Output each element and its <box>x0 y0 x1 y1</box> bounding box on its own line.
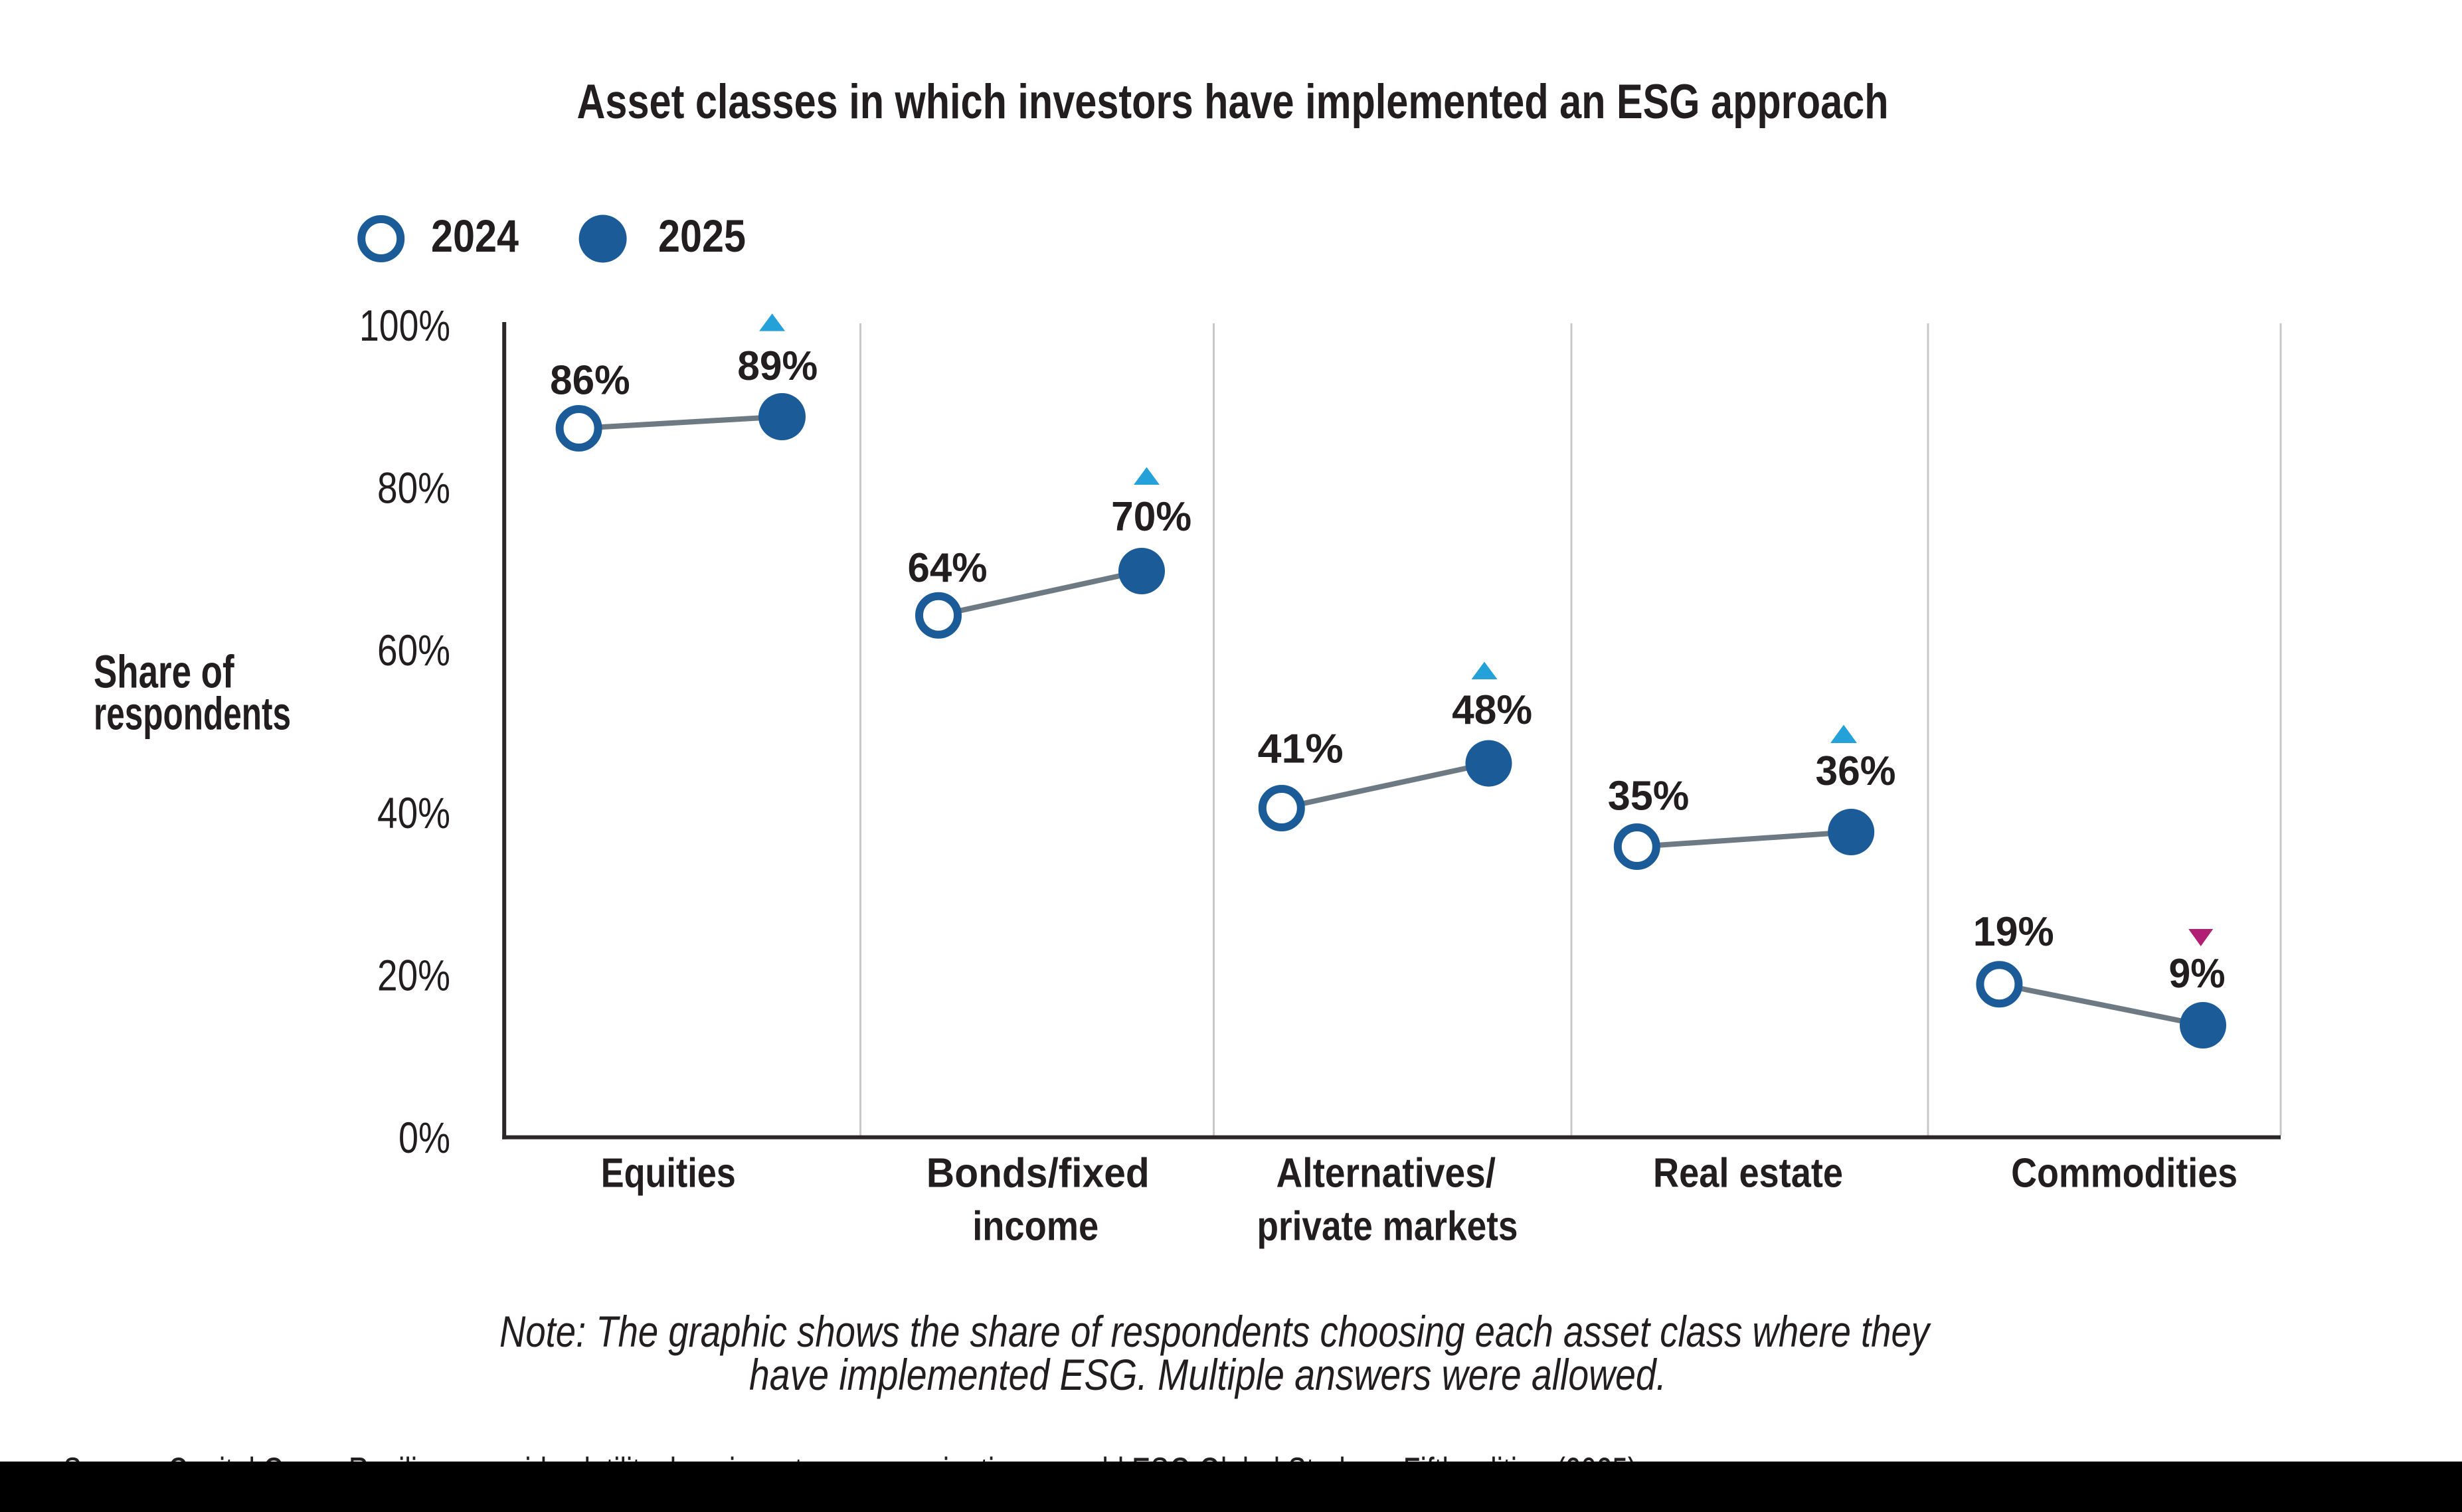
svg-text:Note: The graphic shows the sh: Note: The graphic shows the share of res… <box>499 1307 1931 1356</box>
svg-text:Share of: Share of <box>94 645 234 697</box>
svg-text:2024: 2024 <box>431 210 519 262</box>
svg-text:Real estate: Real estate <box>1653 1151 1843 1197</box>
svg-text:Bonds/fixed: Bonds/fixed <box>926 1151 1150 1197</box>
svg-text:respondents: respondents <box>94 687 291 739</box>
svg-text:Commodities: Commodities <box>2011 1151 2238 1197</box>
svg-text:20%: 20% <box>377 950 450 999</box>
svg-text:100%: 100% <box>359 301 450 350</box>
svg-text:9%: 9% <box>2169 951 2226 997</box>
svg-text:35%: 35% <box>1608 773 1690 819</box>
svg-text:2025: 2025 <box>658 210 746 262</box>
svg-text:48%: 48% <box>1452 687 1532 733</box>
svg-text:86%: 86% <box>550 357 630 403</box>
svg-text:40%: 40% <box>377 788 450 837</box>
svg-text:70%: 70% <box>1111 494 1191 540</box>
svg-text:income: income <box>972 1204 1099 1250</box>
svg-text:Asset classes in which investo: Asset classes in which investors have im… <box>577 75 1889 129</box>
svg-text:private markets: private markets <box>1257 1204 1518 1250</box>
svg-text:Equities: Equities <box>601 1151 736 1197</box>
svg-text:64%: 64% <box>908 545 988 591</box>
svg-text:19%: 19% <box>1973 909 2054 955</box>
svg-text:41%: 41% <box>1258 726 1344 772</box>
svg-text:60%: 60% <box>377 626 450 675</box>
svg-text:Alternatives/: Alternatives/ <box>1276 1151 1496 1197</box>
svg-text:80%: 80% <box>377 463 450 513</box>
svg-text:have implemented ESG. Multiple: have implemented ESG. Multiple answers w… <box>749 1350 1666 1399</box>
svg-text:0%: 0% <box>398 1113 450 1162</box>
svg-text:36%: 36% <box>1816 748 1896 794</box>
svg-text:89%: 89% <box>737 343 818 389</box>
